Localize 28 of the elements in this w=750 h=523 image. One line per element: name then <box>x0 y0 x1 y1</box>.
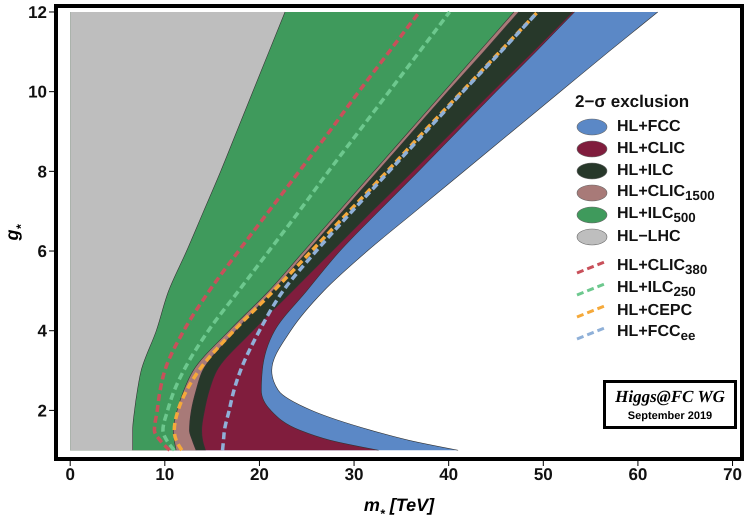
x-tick-label: 50 <box>534 465 553 484</box>
legend-label: HL+CLIC$_{380}$ <box>617 256 708 278</box>
y-tick-label: 10 <box>28 82 47 102</box>
x-tick-label: 60 <box>628 465 648 484</box>
legend-label: HL+FCC <box>617 118 681 136</box>
annotation: September 2019 <box>626 410 714 422</box>
y-tick-label: 8 <box>38 162 47 182</box>
y-tick-label: 6 <box>38 242 47 262</box>
legend-label: HL+FCC$_{ee}$ <box>617 322 696 344</box>
legend-label: HL+ILC$_{250}$ <box>617 278 696 300</box>
legend-label: HL−LHC <box>617 228 681 246</box>
x-tick-label: 70 <box>723 465 742 484</box>
x-tick-label: 0 <box>65 465 75 484</box>
y-tick-label: 12 <box>28 3 47 22</box>
y-tick-label: 2 <box>38 401 47 420</box>
legend-label: HL+CLIC$_{1500}$ <box>617 182 715 204</box>
legend-title: 2−σ exclusion <box>575 92 690 112</box>
legend-label: HL+ILC <box>617 162 674 180</box>
legend-label: HL+ILC$_{500}$ <box>617 204 696 226</box>
annotation: Higgs@FC WG <box>614 387 726 407</box>
x-tick-label: 20 <box>250 465 269 484</box>
x-tick-label: 10 <box>155 465 174 484</box>
y-tick-label: 4 <box>38 322 48 341</box>
legend-label: HL+CLIC <box>617 140 685 158</box>
legend-label: HL+CEPC <box>617 302 692 320</box>
x-tick-label: 40 <box>439 465 458 484</box>
x-axis-title: m$_{*}$ [TeV] <box>364 495 436 521</box>
x-tick-label: 30 <box>344 465 364 484</box>
